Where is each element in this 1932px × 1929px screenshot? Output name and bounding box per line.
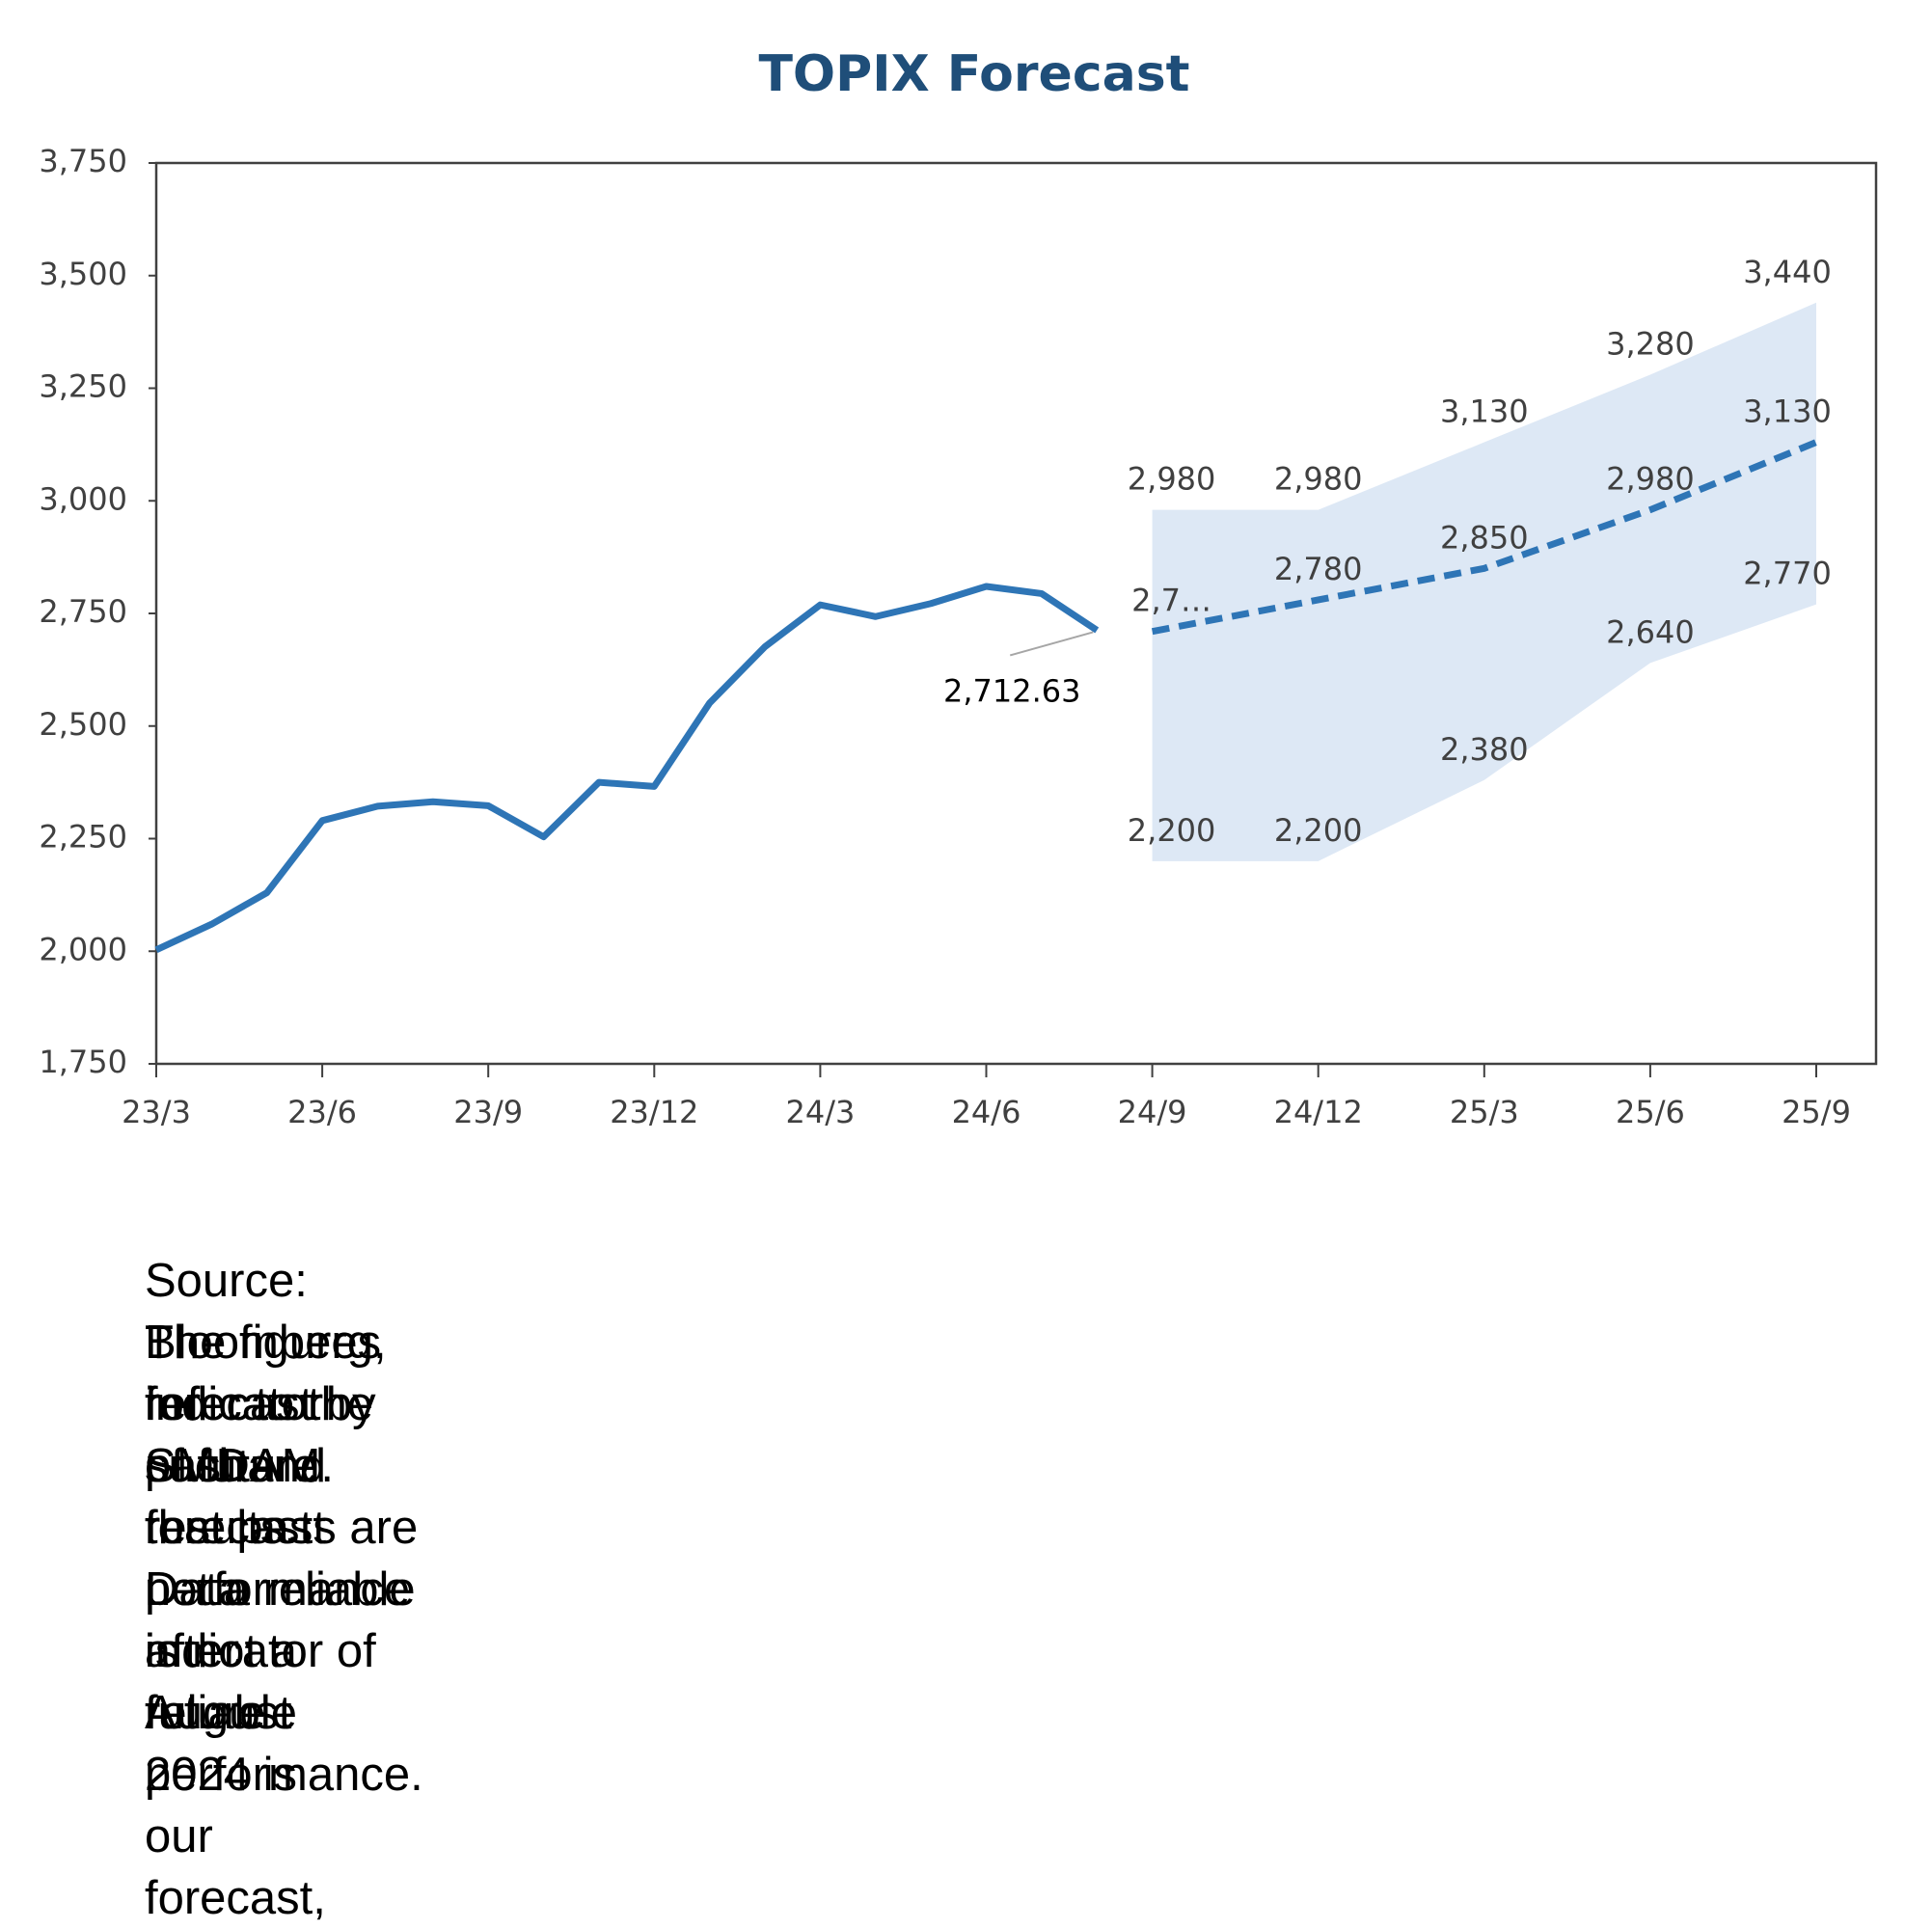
y-tick-label: 3,000 xyxy=(39,480,127,517)
forecast-band xyxy=(1152,302,1816,861)
y-tick-label: 2,750 xyxy=(39,593,127,630)
chart-title: TOPIX Forecast xyxy=(758,45,1189,103)
y-tick-label: 2,000 xyxy=(39,931,127,967)
chart: TOPIX Forecast 1,750 2,000 2,250 2,500 2,750… xyxy=(39,45,1878,1130)
data-label: 2,980 xyxy=(1606,461,1695,498)
data-label: 2,850 xyxy=(1440,519,1529,556)
x-tick-label: 24/3 xyxy=(785,1094,855,1130)
x-tick-label: 25/6 xyxy=(1616,1094,1685,1130)
x-tick-label: 23/6 xyxy=(287,1094,357,1130)
data-label: 2,380 xyxy=(1440,731,1529,768)
y-tick-label: 3,250 xyxy=(39,368,127,405)
leader-line xyxy=(1009,631,1094,657)
note: such forecasts are not a reliable indica… xyxy=(145,1440,423,1801)
data-label: 2,712.63 xyxy=(943,672,1081,709)
data-label: 2,780 xyxy=(1274,551,1363,587)
data-label: 3,130 xyxy=(1743,394,1832,430)
y-tick-label: 1,750 xyxy=(39,1044,127,1080)
data-label: 2,200 xyxy=(1128,812,1216,849)
x-tick-label: 23/9 xyxy=(453,1094,523,1130)
data-label: 2,7… xyxy=(1131,583,1211,619)
y-tick-label: 3,750 xyxy=(39,143,127,179)
data-label: 2,200 xyxy=(1274,812,1363,849)
x-tick-label: 25/9 xyxy=(1782,1094,1851,1130)
y-tick-label: 3,500 xyxy=(39,256,127,292)
x-tick-label: 23/3 xyxy=(122,1094,191,1130)
page: {"chart_data": {"type": "line", "title":… xyxy=(39,45,1878,1924)
x-tick-label: 24/12 xyxy=(1274,1094,1363,1130)
data-label: 3,440 xyxy=(1743,254,1832,290)
x-tick-label: 24/6 xyxy=(952,1094,1021,1130)
x-tick-label: 24/9 xyxy=(1118,1094,1187,1130)
forecast-line xyxy=(1151,439,1818,636)
data-label: 3,130 xyxy=(1440,394,1529,430)
data-label: 2,640 xyxy=(1606,613,1695,650)
y-tick-label: 2,500 xyxy=(39,706,127,743)
note: Source: Bloomberg, forecast by SMDAM. xyxy=(145,1255,387,1492)
data-label: 3,280 xyxy=(1606,325,1695,362)
data-label: 2,770 xyxy=(1743,556,1832,592)
history-line xyxy=(154,583,1100,954)
y-tick-label: 2,250 xyxy=(39,819,127,856)
data-label: 2,980 xyxy=(1274,461,1363,498)
x-tick-label: 25/3 xyxy=(1450,1094,1519,1130)
data-label: 2,980 xyxy=(1128,461,1216,498)
x-tick-label: 23/12 xyxy=(610,1094,698,1130)
